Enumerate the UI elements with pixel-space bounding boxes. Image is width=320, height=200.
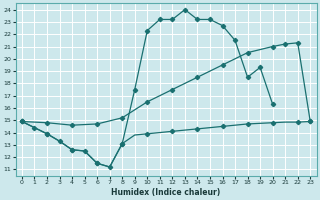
X-axis label: Humidex (Indice chaleur): Humidex (Indice chaleur) [111,188,221,197]
